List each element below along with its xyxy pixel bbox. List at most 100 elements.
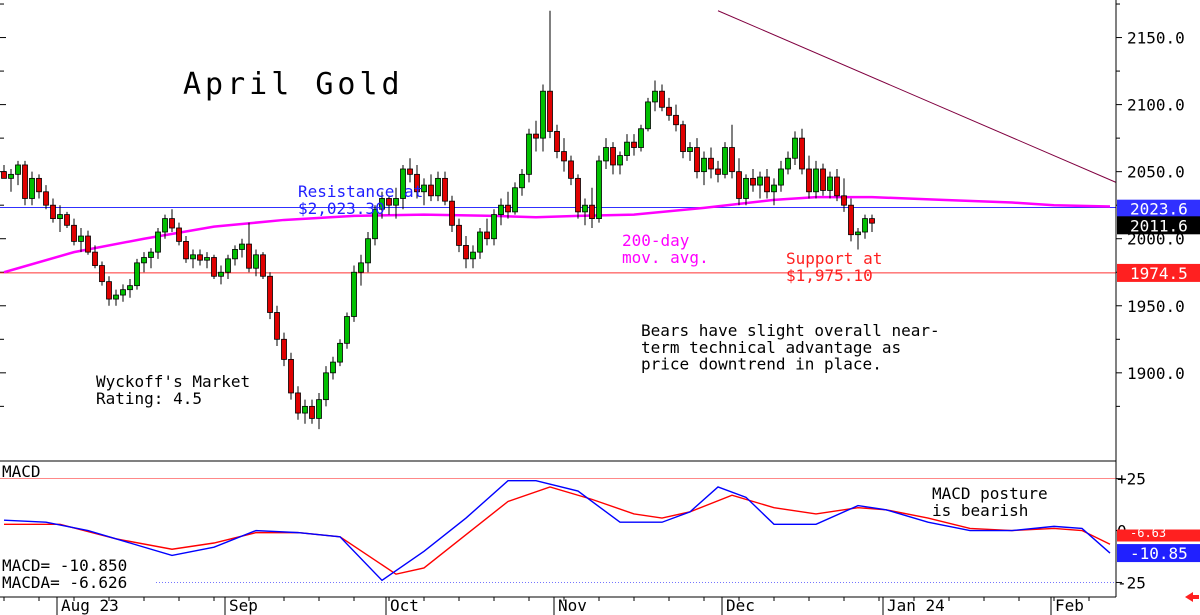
- candle-body: [736, 171, 742, 199]
- macd-value-text: -10.85: [1130, 544, 1188, 563]
- candle: [715, 160, 721, 183]
- candle-body: [519, 173, 525, 189]
- candle-body: [442, 177, 448, 202]
- candle-body: [659, 90, 665, 108]
- candle-body: [85, 235, 91, 253]
- candle: [169, 209, 175, 233]
- candle-body: [834, 176, 840, 197]
- candle-body: [687, 147, 693, 152]
- candle-body: [421, 184, 427, 193]
- candle-body: [295, 392, 301, 414]
- candle-body: [372, 208, 378, 240]
- candle: [806, 155, 812, 199]
- candle: [540, 84, 546, 152]
- downtrend-line: [717, 10, 1117, 183]
- back-arrow-icon[interactable]: [1185, 592, 1199, 602]
- candle: [274, 305, 280, 347]
- candle-body: [232, 249, 238, 260]
- candle: [526, 128, 532, 183]
- candle-body: [617, 155, 623, 166]
- candle: [547, 10, 553, 139]
- candle-body: [274, 312, 280, 340]
- candle: [785, 151, 791, 175]
- candle-body: [750, 177, 756, 186]
- macda-readout-value: MACDA= -6.626: [2, 573, 127, 592]
- candle: [820, 163, 826, 196]
- candle-body: [638, 128, 644, 148]
- candle-body: [218, 271, 224, 277]
- candle-body: [547, 90, 553, 132]
- candle: [365, 232, 371, 273]
- date-axis-ticks: Aug 23 Sep Oct Nov Dec Jan 24 Feb: [3, 596, 1090, 615]
- candle-body: [715, 168, 721, 175]
- candle-body: [631, 141, 637, 148]
- candle: [323, 366, 329, 407]
- candle-body: [680, 124, 686, 152]
- date-tick-label: Feb: [1055, 596, 1084, 615]
- value-boxes: 2023.6 2011.6 1974.5 -6.63 -10.85: [1117, 199, 1200, 563]
- candle: [813, 160, 819, 199]
- candle-body: [792, 137, 798, 159]
- candle: [8, 168, 14, 192]
- candle-body: [582, 204, 588, 213]
- candle-body: [820, 168, 826, 191]
- candle: [64, 211, 70, 228]
- candle: [337, 339, 343, 367]
- candle-body: [575, 177, 581, 213]
- candle: [568, 155, 574, 186]
- candle: [372, 205, 378, 246]
- candle: [736, 158, 742, 206]
- candle: [764, 168, 770, 199]
- candle: [400, 164, 406, 210]
- candle-body: [470, 251, 476, 260]
- candle: [729, 124, 735, 179]
- candle-body: [309, 405, 315, 419]
- candle-body: [92, 251, 98, 266]
- date-tick-label: Jan 24: [887, 596, 945, 615]
- candle-body: [477, 231, 483, 253]
- candle: [148, 248, 154, 269]
- candle-body: [505, 204, 511, 213]
- candle: [743, 174, 749, 206]
- candle-body: [288, 359, 294, 394]
- macd-tick-label: +25: [1117, 470, 1146, 489]
- candle: [155, 227, 161, 259]
- macd-signal-value-box: [1117, 529, 1200, 542]
- candle-body: [554, 131, 560, 152]
- candle: [659, 84, 665, 112]
- candle: [50, 198, 56, 223]
- date-tick-label: Sep: [229, 596, 258, 615]
- candle-body: [757, 176, 763, 186]
- candle: [652, 80, 658, 112]
- candle-body: [400, 168, 406, 199]
- market-rating-text: Wyckoff's Market Rating: 4.5: [96, 372, 250, 408]
- candle: [393, 187, 399, 219]
- candle: [407, 158, 413, 183]
- candle: [799, 128, 805, 175]
- candle: [225, 254, 231, 279]
- candle: [645, 97, 651, 132]
- candle: [687, 142, 693, 161]
- candle: [232, 245, 238, 266]
- candle: [477, 227, 483, 259]
- candle: [792, 131, 798, 165]
- price-tick-label: 1900.0: [1127, 364, 1185, 383]
- candle-body: [365, 238, 371, 264]
- candle-body: [694, 147, 700, 173]
- price-tick-label: 2050.0: [1127, 163, 1185, 182]
- candle: [127, 278, 133, 298]
- candle: [428, 174, 434, 202]
- candle-body: [267, 275, 273, 313]
- candle-body: [666, 106, 672, 116]
- candle-body: [785, 157, 791, 170]
- candle-body: [456, 224, 462, 246]
- candle: [596, 155, 602, 223]
- candle: [855, 227, 861, 250]
- candle-body: [176, 227, 182, 242]
- candle-body: [204, 257, 210, 261]
- candle-body: [491, 214, 497, 240]
- candle-body: [596, 160, 602, 220]
- candle: [71, 218, 77, 246]
- candle-body: [435, 177, 441, 197]
- candle: [302, 399, 308, 424]
